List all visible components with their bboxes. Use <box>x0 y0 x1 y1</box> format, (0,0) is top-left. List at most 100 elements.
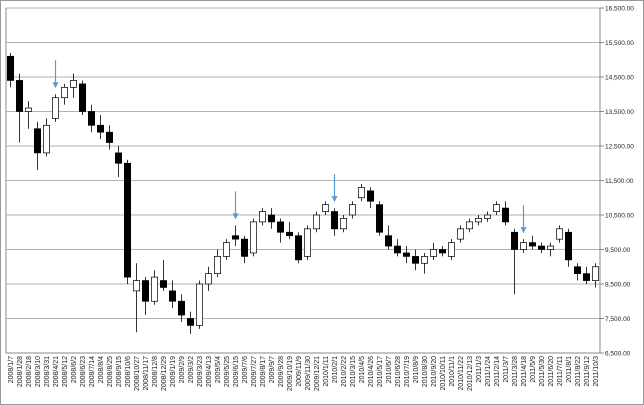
candle-body <box>16 80 24 112</box>
candle-body <box>214 256 222 274</box>
candle-body <box>205 273 213 285</box>
x-tick-label: 2008/4/21 <box>53 356 60 387</box>
x-tick-label: 2008/7/14 <box>89 356 96 387</box>
candle-body <box>546 245 554 250</box>
candle-body <box>295 235 303 261</box>
candle-body <box>484 214 492 219</box>
y-tick-label: 15,500.00 <box>605 40 634 47</box>
x-tick-label: 2011/8/1 <box>566 356 573 383</box>
candle-body <box>367 190 375 202</box>
y-tick-label: 10,500.00 <box>605 213 634 220</box>
x-tick-label: 2008/9/15 <box>116 356 123 387</box>
candle-body <box>466 221 474 230</box>
x-tick-label: 2011/6/20 <box>548 356 555 387</box>
y-tick-label: 12,500.00 <box>605 144 634 151</box>
candle-body <box>448 242 456 257</box>
candle-body <box>555 228 563 240</box>
x-tick-label: 2009/11/9 <box>296 356 303 387</box>
x-tick-label: 2008/10/6 <box>125 356 132 387</box>
x-tick-label: 2011/1/3 <box>476 356 483 383</box>
candle-body <box>412 256 420 264</box>
candle-body <box>25 107 33 112</box>
x-tick-label: 2008/6/2 <box>71 356 78 383</box>
x-tick-label: 2009/9/7 <box>269 356 276 383</box>
candle-body <box>582 273 590 281</box>
x-tick-label: 2011/4/18 <box>521 356 528 387</box>
x-tick-label: 2011/1/24 <box>485 356 492 387</box>
candle-body <box>537 245 545 250</box>
x-tick-label: 2008/3/10 <box>35 356 42 387</box>
candle-body <box>33 128 41 154</box>
candle-body <box>277 221 285 233</box>
annotation-arrow-head <box>520 227 527 234</box>
x-tick-label: 2011/5/9 <box>530 356 537 383</box>
x-tick-label: 2009/4/13 <box>206 356 213 387</box>
x-tick-label: 2009/3/23 <box>197 356 204 387</box>
x-tick-label: 2009/3/2 <box>188 356 195 383</box>
candle-body <box>394 245 402 254</box>
candle-body <box>78 83 86 112</box>
candle-body <box>114 152 122 164</box>
candle-body <box>87 111 95 126</box>
x-tick-label: 2008/12/8 <box>152 356 159 387</box>
y-tick-label: 8,500.00 <box>605 282 631 289</box>
x-tick-label: 2011/9/12 <box>584 356 591 387</box>
x-tick-label: 2011/10/3 <box>593 356 600 387</box>
x-tick-label: 2010/1/11 <box>323 356 330 387</box>
x-tick-label: 2010/8/30 <box>422 356 429 387</box>
x-tick-label: 2009/7/6 <box>242 356 249 383</box>
x-tick-label: 2009/5/25 <box>224 356 231 387</box>
x-tick-label: 2008/1/28 <box>17 356 24 387</box>
x-tick-label: 2010/4/5 <box>359 356 366 383</box>
candle-body <box>250 221 258 254</box>
x-tick-label: 2010/10/11 <box>440 356 447 391</box>
x-tick-label: 2010/6/28 <box>395 356 402 387</box>
candle-body <box>123 162 131 278</box>
candle-body <box>502 207 510 223</box>
x-tick-label: 2011/3/7 <box>503 356 510 383</box>
x-tick-label: 2008/11/17 <box>143 356 150 391</box>
y-tick-label: 11,500.00 <box>605 178 634 185</box>
x-tick-label: 2010/2/22 <box>341 356 348 387</box>
candle-body <box>340 218 348 230</box>
x-tick-label: 2008/5/12 <box>62 356 69 387</box>
x-tick-label: 2010/11/1 <box>449 356 456 387</box>
x-tick-label: 2009/1/19 <box>170 356 177 387</box>
candle-body <box>187 318 195 326</box>
x-tick-label: 2010/7/19 <box>404 356 411 387</box>
candle-body <box>42 124 50 154</box>
x-tick-label: 2009/10/19 <box>287 356 294 391</box>
candle-body <box>160 280 168 288</box>
x-tick-label: 2011/8/22 <box>575 356 582 387</box>
candle-body <box>223 242 231 257</box>
x-tick-label: 2008/6/23 <box>80 356 87 387</box>
x-tick-label: 2010/3/15 <box>350 356 357 387</box>
y-tick-label: 7,500.00 <box>605 316 631 323</box>
x-tick-label: 2010/8/9 <box>413 356 420 383</box>
candle-body <box>475 218 483 223</box>
x-tick-label: 2008/8/4 <box>98 356 105 383</box>
candle-body <box>331 211 339 230</box>
candle-body <box>439 249 447 254</box>
x-tick-label: 2011/5/30 <box>539 356 546 387</box>
x-tick-label: 2010/2/1 <box>332 356 339 383</box>
candle-body <box>142 280 150 302</box>
x-tick-label: 2009/12/21 <box>314 356 321 391</box>
x-tick-label: 2009/2/9 <box>179 356 186 383</box>
x-tick-label: 2008/3/31 <box>44 356 51 387</box>
y-tick-label: 14,500.00 <box>605 75 634 82</box>
candle-body <box>322 204 330 212</box>
x-tick-label: 2010/5/17 <box>377 356 384 387</box>
candle-body <box>259 211 267 223</box>
x-tick-label: 2009/5/4 <box>215 356 222 383</box>
candle-body <box>591 266 599 281</box>
y-tick-label: 9,500.00 <box>605 247 631 254</box>
x-tick-label: 2011/3/28 <box>512 356 519 387</box>
annotation-arrow-head <box>52 82 59 89</box>
candle-body <box>60 86 68 99</box>
x-tick-label: 2011/2/14 <box>494 356 501 387</box>
x-tick-label: 2009/8/17 <box>260 356 267 387</box>
x-tick-label: 2009/11/30 <box>305 356 312 391</box>
candle-body <box>313 214 321 230</box>
